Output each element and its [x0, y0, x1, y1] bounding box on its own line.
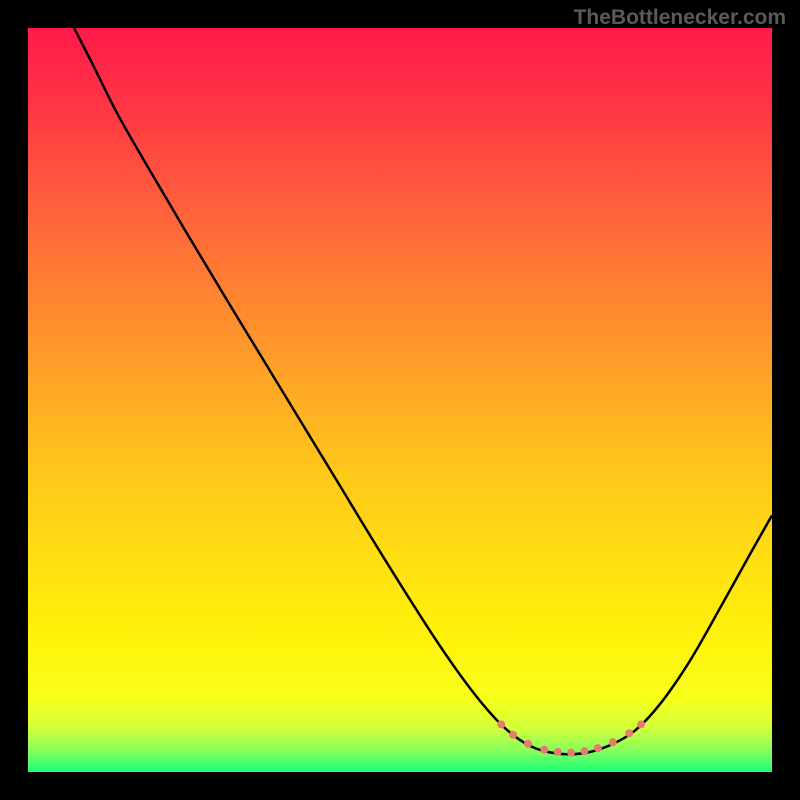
watermark-text: TheBottlenecker.com [574, 6, 786, 30]
marker-dot [594, 744, 602, 752]
marker-dot [554, 748, 562, 756]
plot-area [28, 28, 772, 772]
marker-dot [509, 731, 517, 739]
marker-dot [609, 738, 617, 746]
marker-dot [540, 746, 548, 754]
marker-dot [625, 729, 633, 737]
bottleneck-curve [74, 28, 772, 754]
marker-dot [524, 740, 532, 748]
curve-layer [28, 28, 772, 772]
marker-dot [497, 720, 505, 728]
marker-dot [637, 720, 645, 728]
marker-dot [581, 747, 589, 755]
marker-dot [567, 749, 575, 757]
